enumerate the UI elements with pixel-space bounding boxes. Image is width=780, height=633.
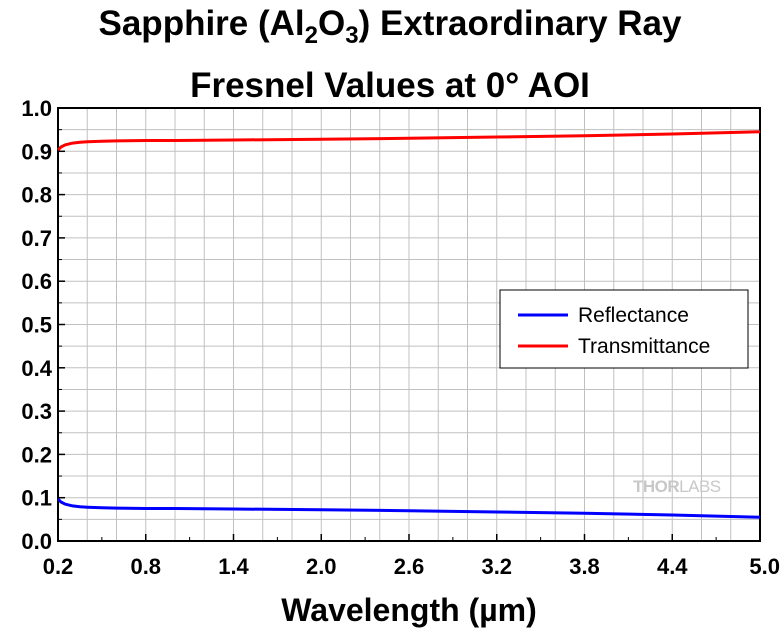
- chart-title-line-1: Sapphire (Al2O3) Extraordinary Ray: [98, 4, 682, 49]
- y-tick-label: 0.5: [21, 313, 52, 338]
- x-tick-label: 4.4: [657, 554, 688, 579]
- y-tick-label: 0.0: [21, 529, 52, 554]
- x-tick-label: 3.8: [569, 554, 600, 579]
- x-tick-label: 1.4: [218, 554, 249, 579]
- legend-label-transmittance: Transmittance: [578, 335, 710, 358]
- y-tick-label: 0.3: [21, 399, 52, 424]
- x-tick-labels: 0.2 0.8 1.4 2.0 2.6 3.2 3.8 4.4 5.0: [43, 554, 780, 579]
- y-tick-label: 0.6: [21, 269, 52, 294]
- y-tick-label: 0.7: [21, 226, 52, 251]
- x-tick-label: 2.6: [394, 554, 425, 579]
- y-tick-label: 0.1: [21, 486, 52, 511]
- y-tick-label: 0.9: [21, 139, 52, 164]
- axis-ticks: [57, 107, 761, 542]
- series-line-transmittance: [56, 130, 761, 152]
- legend: Reflectance Transmittance: [499, 289, 749, 369]
- y-tick-labels: 0.0 0.1 0.2 0.3 0.4 0.5 0.6 0.7 0.8 0.9 1.0: [21, 96, 52, 554]
- x-tick-label: 2.0: [306, 554, 337, 579]
- x-tick-label: 0.8: [130, 554, 161, 579]
- x-axis-title: Wavelength (µm): [281, 592, 536, 628]
- series-layer: [56, 130, 761, 519]
- thorlabs-watermark: THORLABS: [633, 477, 721, 496]
- x-tick-label: 3.2: [481, 554, 512, 579]
- series-line-reflectance: [56, 497, 761, 519]
- y-tick-label: 1.0: [21, 96, 52, 121]
- legend-label-reflectance: Reflectance: [578, 304, 689, 327]
- svg-text:THORLABS: THORLABS: [633, 477, 721, 496]
- legend-box: [499, 289, 749, 369]
- chart-title-line-2: Fresnel Values at 0° AOI: [190, 66, 590, 105]
- y-tick-label: 0.4: [21, 356, 52, 381]
- y-tick-label: 0.8: [21, 183, 52, 208]
- x-tick-label: 0.2: [43, 554, 74, 579]
- y-tick-label: 0.2: [21, 442, 52, 467]
- x-tick-label: 5.0: [749, 554, 780, 579]
